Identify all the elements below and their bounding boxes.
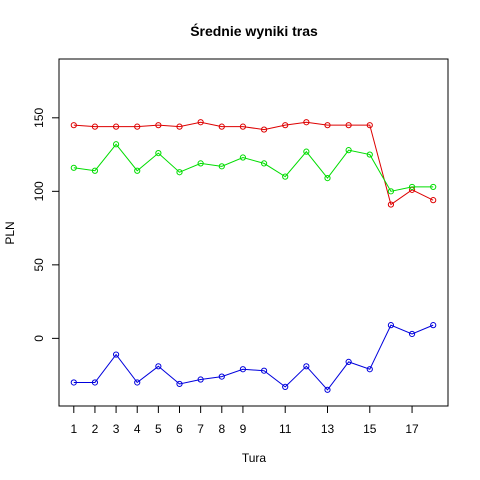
data-point bbox=[260, 160, 268, 167]
series-line bbox=[73, 121, 434, 206]
y-tick-label: 50 bbox=[32, 258, 46, 272]
y-tick-label: 100 bbox=[32, 181, 46, 201]
series-2 bbox=[70, 141, 437, 195]
series-line bbox=[73, 324, 434, 391]
x-axis-label: Tura bbox=[242, 451, 267, 465]
data-point bbox=[218, 373, 225, 380]
data-point bbox=[408, 183, 416, 191]
data-point bbox=[197, 160, 204, 167]
x-tick-label: 2 bbox=[92, 422, 99, 436]
data-point bbox=[70, 379, 77, 386]
data-point bbox=[303, 148, 310, 155]
data-point bbox=[176, 380, 183, 388]
data-point bbox=[324, 174, 331, 182]
data-point bbox=[345, 358, 352, 365]
data-point bbox=[134, 379, 141, 386]
x-tick-label: 4 bbox=[134, 422, 141, 436]
data-point bbox=[239, 366, 247, 373]
data-point bbox=[155, 150, 162, 157]
data-point bbox=[197, 376, 204, 383]
data-point bbox=[91, 167, 99, 174]
data-point bbox=[70, 122, 77, 129]
data-point bbox=[387, 188, 395, 195]
x-axis: 1 2 3 4 5 6 7 8 9 11 13 15 17 bbox=[70, 405, 419, 436]
data-point bbox=[282, 122, 289, 129]
data-point bbox=[345, 122, 352, 129]
series-1 bbox=[70, 119, 437, 208]
y-tick-label: 150 bbox=[32, 107, 46, 127]
data-point bbox=[218, 163, 225, 170]
data-point bbox=[112, 351, 120, 358]
y-tick-label: 0 bbox=[32, 335, 46, 342]
data-point bbox=[176, 123, 183, 130]
data-point bbox=[260, 367, 268, 374]
data-point bbox=[387, 201, 395, 208]
x-tick-label: 1 bbox=[70, 422, 77, 436]
data-point bbox=[239, 154, 247, 161]
x-tick-label: 13 bbox=[321, 422, 335, 436]
data-point bbox=[112, 141, 120, 148]
x-tick-label: 15 bbox=[363, 422, 377, 436]
x-tick-label: 8 bbox=[218, 422, 225, 436]
series-line bbox=[73, 143, 434, 192]
data-point bbox=[303, 119, 310, 126]
plot-frame bbox=[58, 58, 449, 407]
data-point bbox=[112, 123, 120, 130]
x-tick-label: 6 bbox=[176, 422, 183, 436]
data-point bbox=[155, 363, 162, 370]
data-point bbox=[366, 122, 373, 129]
data-point bbox=[176, 169, 183, 176]
data-point bbox=[303, 363, 310, 370]
data-point bbox=[366, 366, 373, 373]
x-tick-label: 5 bbox=[155, 422, 162, 436]
data-point bbox=[70, 164, 77, 171]
x-tick-label: 11 bbox=[279, 422, 292, 436]
data-point bbox=[91, 379, 99, 386]
data-point bbox=[91, 123, 99, 130]
series-3 bbox=[70, 322, 437, 393]
data-point bbox=[324, 386, 331, 393]
data-point bbox=[134, 123, 141, 130]
data-point bbox=[430, 197, 437, 204]
x-tick-label: 7 bbox=[197, 422, 204, 436]
y-axis: 0 50 100 150 bbox=[32, 107, 60, 342]
data-point bbox=[430, 183, 437, 191]
x-tick-label: 17 bbox=[405, 422, 419, 436]
data-point bbox=[387, 322, 395, 329]
data-point bbox=[218, 123, 225, 130]
series-layer bbox=[70, 119, 437, 393]
y-axis-label: PLN bbox=[3, 221, 17, 244]
data-point bbox=[134, 167, 141, 174]
data-point bbox=[345, 147, 352, 154]
data-point bbox=[282, 173, 289, 180]
data-point bbox=[155, 122, 162, 129]
data-point bbox=[239, 123, 247, 130]
x-tick-label: 9 bbox=[240, 422, 247, 436]
chart-title: Średnie wyniki tras bbox=[190, 22, 318, 39]
data-point bbox=[408, 330, 416, 338]
data-point bbox=[197, 119, 204, 126]
data-point bbox=[366, 151, 373, 158]
data-point bbox=[324, 122, 331, 129]
data-point bbox=[430, 322, 437, 329]
data-point bbox=[282, 383, 289, 390]
data-point bbox=[260, 126, 268, 133]
x-tick-label: 3 bbox=[113, 422, 120, 436]
